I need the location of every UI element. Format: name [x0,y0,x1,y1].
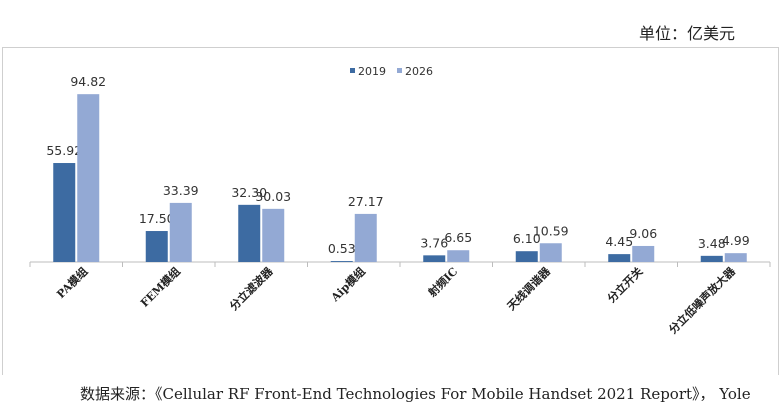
legend-swatch-2026 [397,68,402,73]
bar-2019 [423,255,446,262]
category-label: 天线调谐器 [504,264,553,313]
bar-2019 [238,204,261,262]
category-label: 分立滤波器 [227,264,276,313]
bar-2019 [330,261,353,262]
data-label-2026: 6.65 [444,230,472,245]
bar-2026 [169,202,192,262]
bar-2019 [608,254,631,262]
data-label-2019: 3.48 [698,236,726,251]
data-label-2019: 0.53 [328,241,356,256]
data-label-2026: 9.06 [629,226,657,241]
bar-2026 [77,94,100,262]
category-label: FEM模组 [137,264,183,310]
chart-frame [2,47,779,375]
data-label-2019: 6.10 [513,231,541,246]
data-label-2019: 4.45 [605,234,633,249]
bar-2026 [539,243,562,262]
source-caption: 数据来源：《Cellular RF Front-End Technologies… [80,385,751,403]
bar-2019 [700,255,723,262]
data-label-2026: 94.82 [70,74,106,89]
bar-2026 [724,253,747,262]
legend-label-2026: 2026 [405,65,433,78]
legend-swatch-2019 [350,68,355,73]
category-label: 射频IC [424,264,460,300]
data-label-2026: 30.03 [255,189,291,204]
category-label: Aip模组 [327,264,368,305]
category-label: 分立低噪声放大器 [666,264,739,337]
bar-2026 [262,208,285,262]
bar-2019 [145,231,168,262]
category-label: 分立开关 [604,264,645,305]
legend-label-2019: 2019 [358,65,386,78]
data-label-2019: 3.76 [420,235,448,250]
data-label-2026: 27.17 [348,194,384,209]
bar-2026 [632,245,655,262]
data-label-2026: 10.59 [533,223,569,238]
data-label-2026: 4.99 [722,233,750,248]
bar-2026 [354,213,377,262]
bar-2019 [53,163,76,262]
unit-label: 单位：亿美元 [638,24,735,43]
data-label-2019: 55.92 [46,143,82,158]
category-label: PA模组 [54,264,91,301]
bar-2026 [447,250,470,262]
data-label-2019: 17.50 [139,211,175,226]
data-label-2019: 32.30 [231,185,267,200]
bar-2019 [515,251,538,262]
data-label-2026: 33.39 [163,183,199,198]
